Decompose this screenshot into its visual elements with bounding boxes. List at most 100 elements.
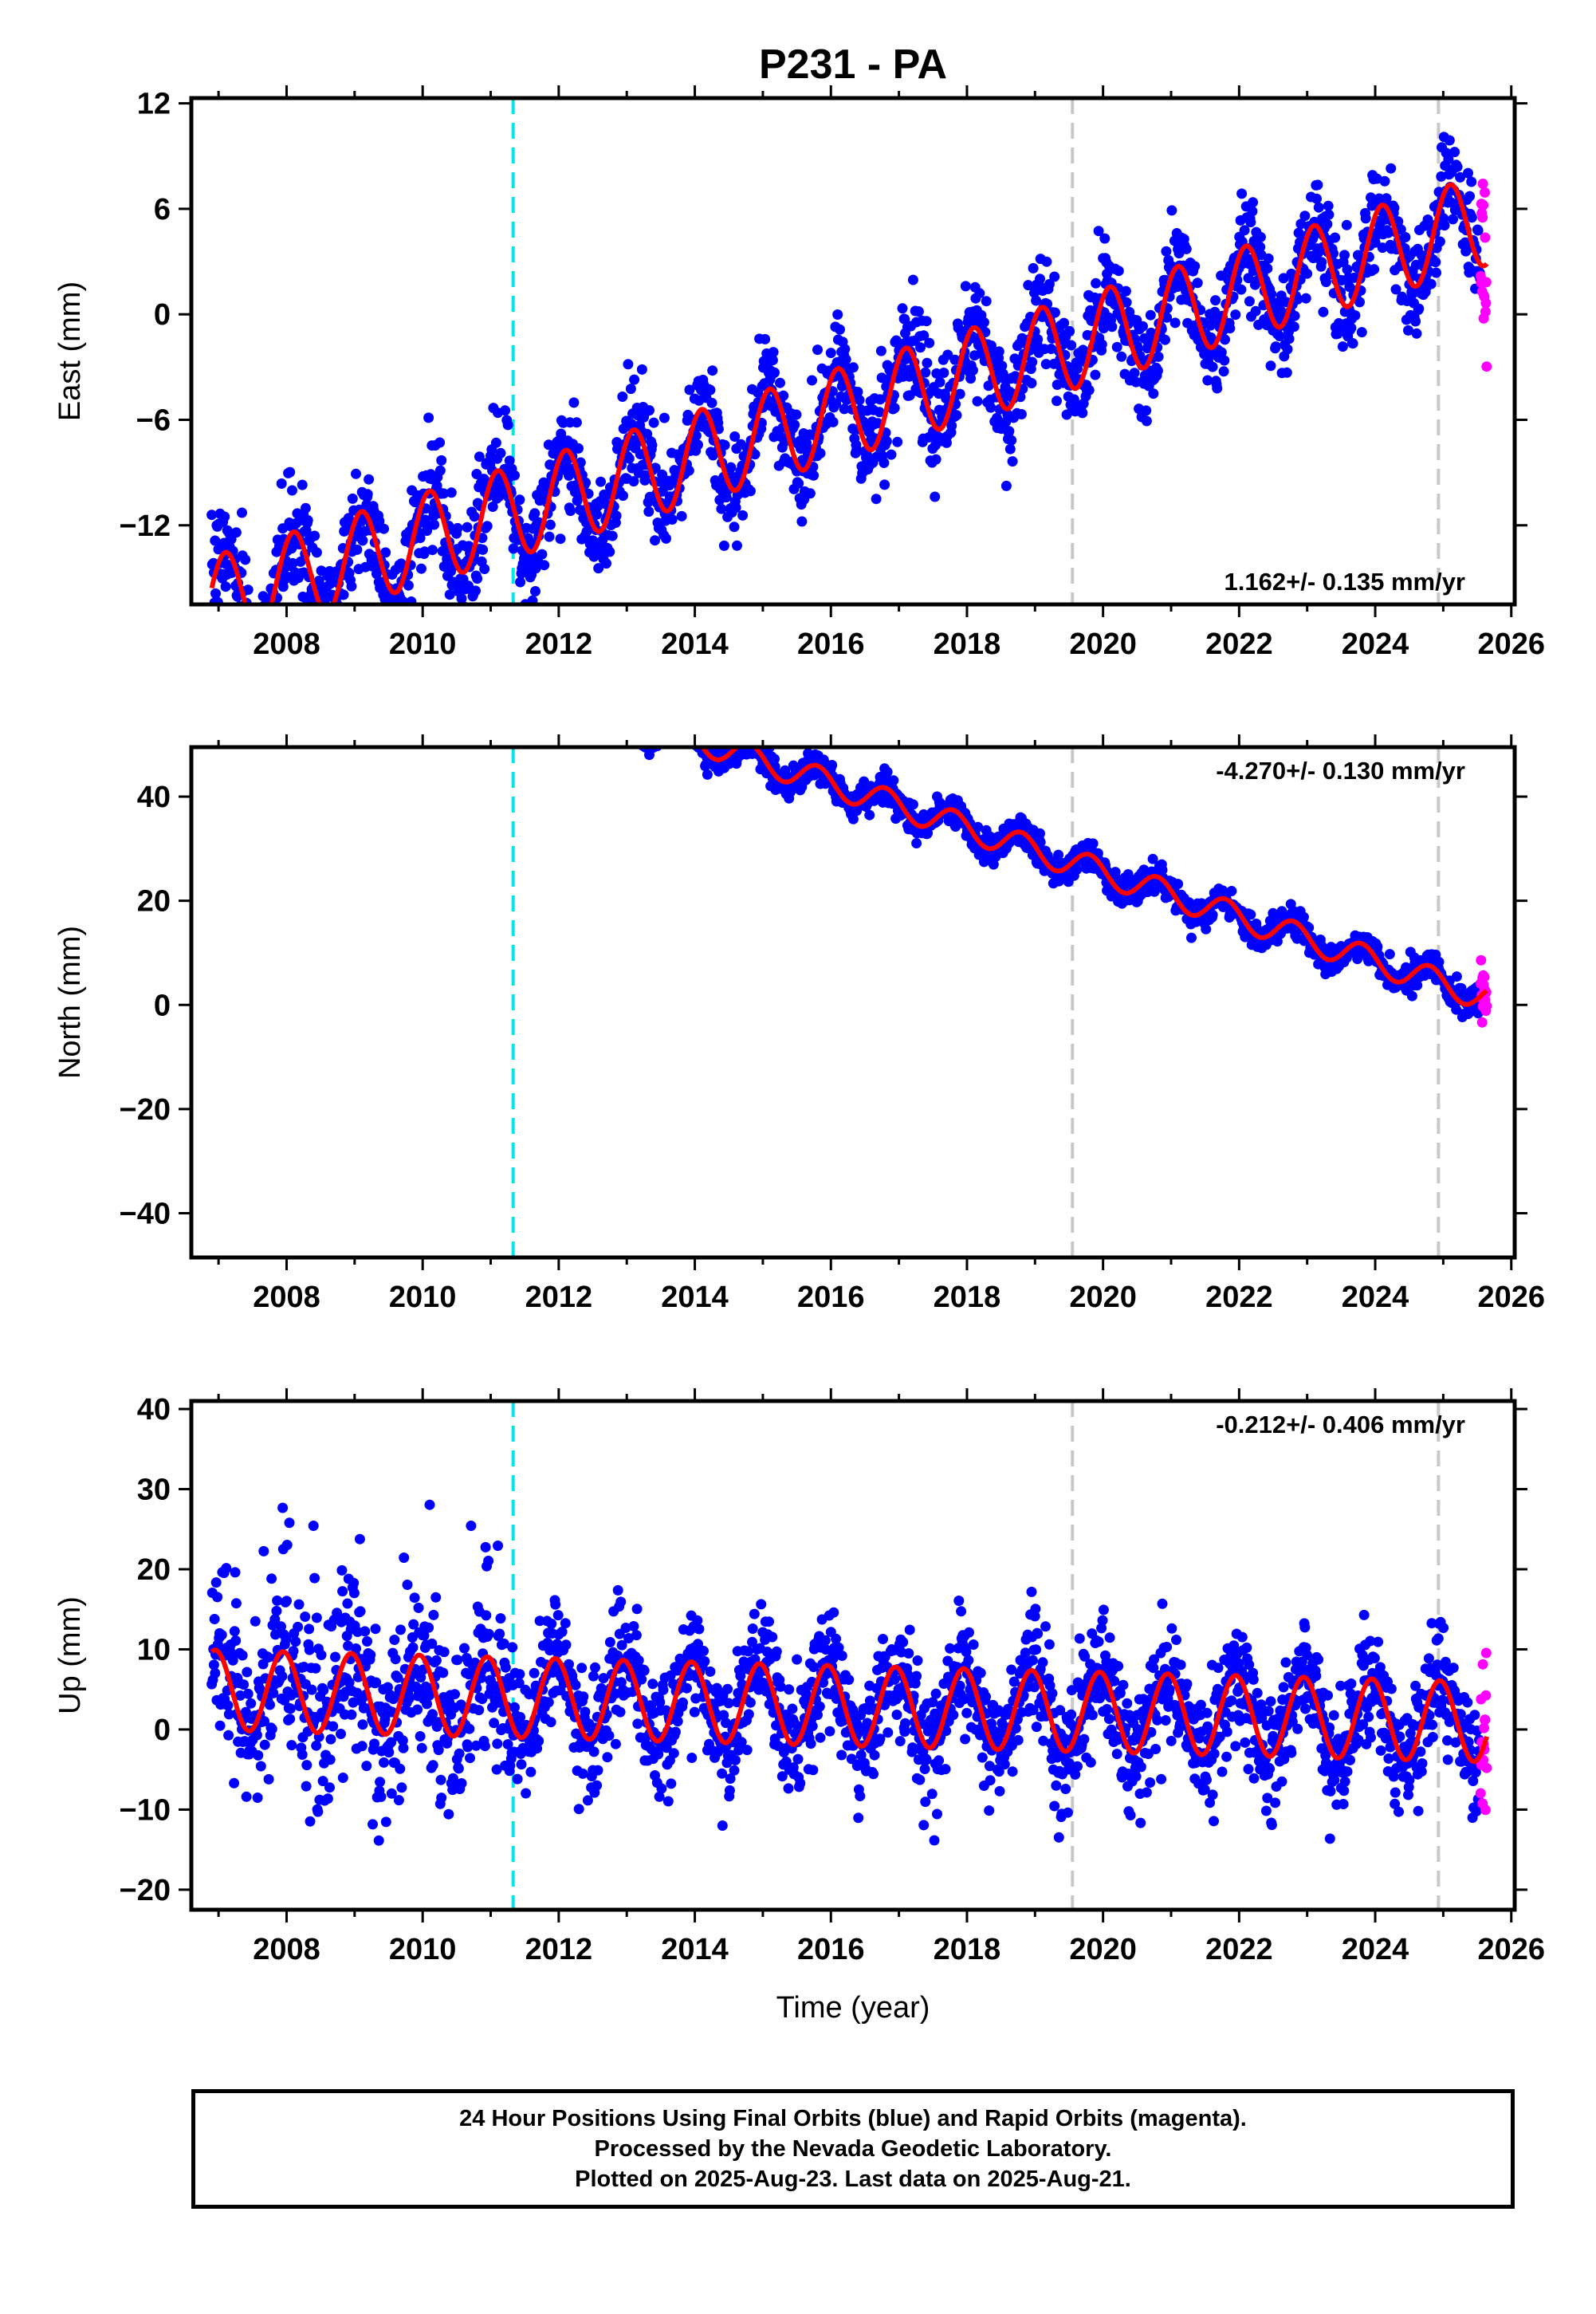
east-final-orbit-point bbox=[1281, 367, 1292, 378]
east-final-orbit-point bbox=[960, 281, 971, 292]
north-final-orbit-point bbox=[302, 614, 313, 624]
north-final-orbit-point bbox=[226, 606, 237, 616]
north-final-orbit-point bbox=[299, 609, 309, 620]
up-final-orbit-points bbox=[206, 1499, 1492, 1846]
east-final-orbit-point bbox=[1236, 188, 1248, 199]
north-final-orbit-point bbox=[363, 640, 373, 651]
east-final-orbit-point bbox=[555, 533, 566, 545]
north-final-orbit-point bbox=[685, 723, 695, 734]
north-final-orbit-point bbox=[494, 689, 505, 699]
north-final-orbit-point bbox=[348, 618, 359, 628]
north-final-orbit-point bbox=[650, 728, 660, 738]
north-final-orbit-point bbox=[481, 652, 491, 663]
east-final-orbit-point bbox=[419, 546, 430, 557]
north-final-orbit-point bbox=[602, 688, 612, 699]
north-final-orbit-point bbox=[689, 726, 699, 736]
east-final-orbit-point bbox=[469, 511, 480, 522]
east-final-orbit-point bbox=[251, 607, 261, 617]
east-final-orbit-point bbox=[1255, 231, 1266, 242]
up-final-orbit-point bbox=[342, 1598, 353, 1609]
east-final-orbit-point bbox=[1090, 369, 1101, 380]
north-final-orbit-point bbox=[513, 687, 524, 698]
north-final-orbit-point bbox=[364, 640, 375, 651]
east-final-orbit-point bbox=[706, 397, 717, 408]
north-final-orbit-point bbox=[595, 700, 605, 710]
north-final-orbit-point bbox=[470, 640, 480, 651]
east-final-orbit-point bbox=[262, 605, 273, 616]
east-final-orbit-point bbox=[1448, 214, 1458, 225]
east-final-orbit-point bbox=[1270, 341, 1281, 352]
north-rate-annotation: -4.270+/- 0.130 mm/yr bbox=[1216, 757, 1465, 785]
north-final-orbit-point bbox=[399, 608, 410, 618]
north-final-orbit-point bbox=[541, 663, 551, 674]
east-final-orbit-point bbox=[246, 615, 257, 625]
east-final-orbit-point bbox=[965, 373, 977, 384]
up-final-orbit-point bbox=[265, 1699, 275, 1710]
north-final-orbit-point bbox=[422, 663, 432, 673]
north-final-orbit-point bbox=[625, 718, 635, 729]
north-final-orbit-point bbox=[572, 705, 582, 715]
east-final-orbit-point bbox=[657, 486, 668, 497]
north-final-orbit-point bbox=[492, 645, 502, 655]
east-rapid-orbit-point bbox=[1477, 179, 1488, 189]
east-final-orbit-point bbox=[1318, 306, 1329, 317]
north-final-orbit-point bbox=[430, 671, 441, 682]
east-final-orbit-point bbox=[1141, 405, 1152, 416]
north-final-orbit-point bbox=[733, 731, 743, 742]
up-final-orbit-point bbox=[253, 1749, 264, 1761]
north-final-orbit-point bbox=[325, 618, 336, 628]
north-final-orbit-point bbox=[602, 686, 612, 696]
east-rapid-orbit-point bbox=[1481, 361, 1492, 372]
north-final-orbit-point bbox=[637, 733, 647, 743]
north-final-orbit-point bbox=[446, 679, 457, 690]
north-final-orbit-point bbox=[399, 617, 409, 628]
north-final-orbit-point bbox=[647, 727, 658, 738]
up-final-orbit-point bbox=[337, 1773, 348, 1783]
north-final-orbit-point bbox=[679, 727, 690, 738]
north-final-orbit-point bbox=[670, 714, 681, 724]
north-final-orbit-point bbox=[555, 687, 565, 697]
east-final-orbit-point bbox=[219, 511, 230, 522]
north-final-orbit-point bbox=[542, 678, 552, 688]
east-final-orbit-point bbox=[729, 431, 741, 442]
east-final-orbit-point bbox=[718, 540, 729, 551]
north-final-orbit-point bbox=[661, 725, 671, 735]
east-final-orbit-point bbox=[329, 608, 340, 618]
east-final-orbit-point bbox=[462, 580, 474, 592]
north-final-orbit-point bbox=[649, 726, 659, 736]
north-final-orbit-point bbox=[554, 681, 564, 691]
north-final-orbit-point bbox=[631, 723, 641, 734]
east-final-orbit-point bbox=[1040, 359, 1052, 370]
east-final-orbit-point bbox=[504, 455, 515, 466]
north-final-orbit-point bbox=[518, 699, 529, 709]
north-final-orbit-point bbox=[658, 726, 668, 737]
east-final-orbit-point bbox=[500, 405, 511, 416]
east-final-orbit-point bbox=[1360, 213, 1371, 224]
north-final-orbit-point bbox=[678, 720, 688, 730]
north-final-orbit-point bbox=[337, 605, 348, 616]
north-final-orbit-point bbox=[293, 610, 303, 620]
north-final-orbit-point bbox=[1087, 838, 1099, 849]
north-final-orbit-point bbox=[587, 714, 597, 724]
north-final-orbit-point bbox=[643, 717, 654, 727]
north-final-orbit-point bbox=[367, 649, 377, 659]
north-final-orbit-point bbox=[240, 606, 250, 616]
up-final-orbit-point bbox=[242, 1667, 253, 1678]
north-final-orbit-point bbox=[553, 687, 564, 698]
north-final-orbit-point bbox=[375, 647, 385, 657]
north-final-orbit-point bbox=[537, 669, 547, 679]
up-final-orbit-point bbox=[332, 1608, 343, 1619]
east-final-orbit-point bbox=[295, 556, 306, 567]
east-final-orbit-point bbox=[210, 588, 221, 599]
north-final-orbit-point bbox=[451, 664, 462, 675]
east-final-orbit-point bbox=[942, 349, 953, 360]
east-final-orbit-point bbox=[920, 367, 931, 378]
east-final-orbit-point bbox=[693, 439, 703, 451]
east-final-orbit-point bbox=[1181, 243, 1192, 254]
east-final-orbit-point bbox=[768, 347, 779, 358]
north-final-orbit-point bbox=[1412, 980, 1423, 991]
north-final-orbit-point bbox=[324, 611, 335, 621]
north-final-orbit-point bbox=[290, 616, 301, 626]
east-final-orbit-point bbox=[640, 470, 651, 481]
east-final-orbit-point bbox=[228, 624, 238, 635]
